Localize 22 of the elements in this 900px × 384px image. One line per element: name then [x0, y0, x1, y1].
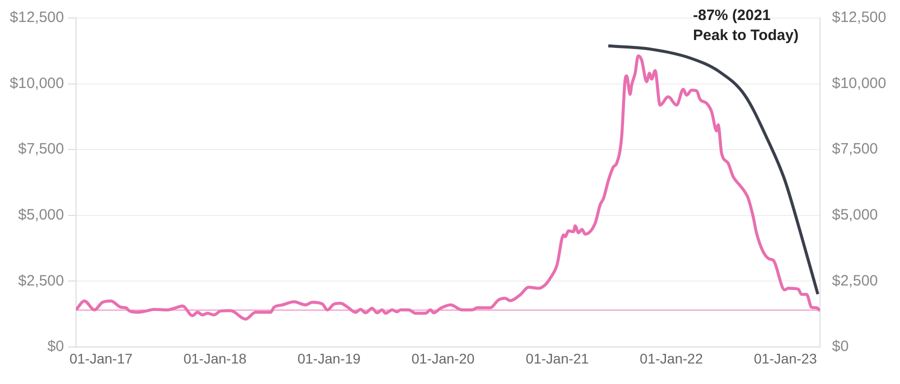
y2-tick-label: $0: [832, 338, 849, 356]
line-series: [606, 44, 820, 296]
y2-tick-label: $2,500: [832, 272, 878, 290]
x-tick-label: 01-Jan-23: [754, 350, 818, 366]
y-tick-label: $0: [47, 338, 64, 356]
y-tick-label: $10,000: [10, 74, 64, 92]
y2-tick-label: $7,500: [832, 140, 878, 158]
x-tick-label: 01-Jan-21: [526, 350, 590, 366]
y-tick-label: $2,500: [18, 272, 64, 290]
y2-tick-label: $12,500: [832, 9, 886, 26]
x-tick-label: 01-Jan-17: [69, 350, 133, 366]
y2-tick-label: $10,000: [832, 74, 886, 92]
x-tick-label: 01-Jan-22: [640, 350, 704, 366]
y2-tick-label: $5,000: [832, 206, 878, 224]
y-tick-label: $12,500: [10, 9, 64, 26]
line-series: [76, 54, 820, 321]
x-tick-label: 01-Jan-20: [411, 350, 475, 366]
x-tick-label: 01-Jan-19: [297, 350, 361, 366]
y-tick-label: $5,000: [18, 206, 64, 224]
x-tick-label: 01-Jan-18: [183, 350, 247, 366]
annotation: -87% (2021 Peak to Today): [693, 6, 800, 46]
y-tick-label: $7,500: [18, 140, 64, 158]
